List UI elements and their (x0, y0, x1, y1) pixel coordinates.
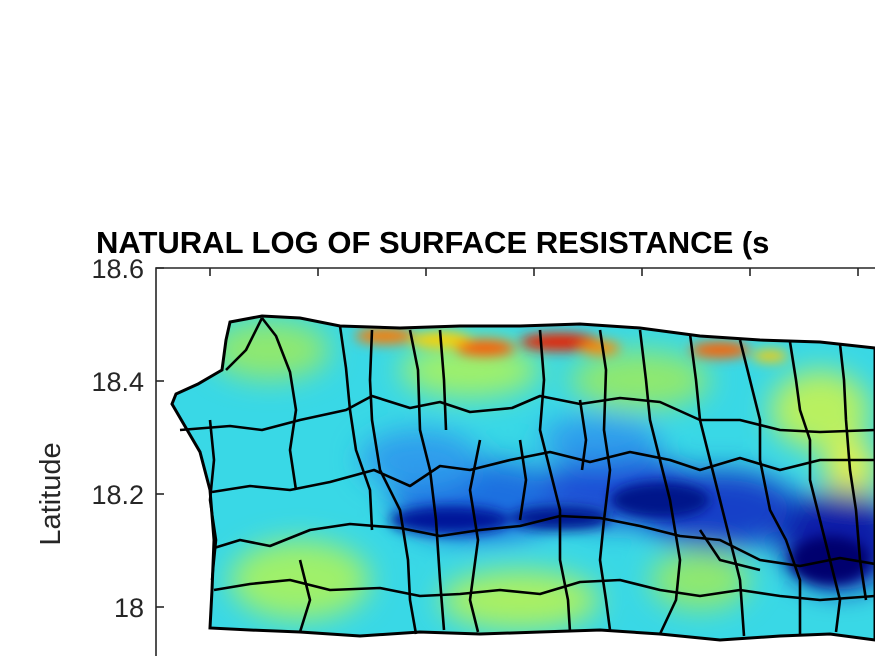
axis-ticks: 18.6 18.4 18.2 18 (91, 254, 859, 623)
municipal-boundaries (179, 317, 875, 637)
y-tick-label: 18 (114, 593, 144, 623)
y-tick-label: 18.2 (91, 480, 144, 510)
y-tick-label: 18.6 (91, 254, 144, 284)
map-title: NATURAL LOG OF SURFACE RESISTANCE (s (96, 225, 769, 260)
surface-resistance-field (172, 316, 875, 640)
y-axis-label: Latitude (35, 442, 67, 545)
y-tick-label: 18.4 (91, 367, 144, 397)
